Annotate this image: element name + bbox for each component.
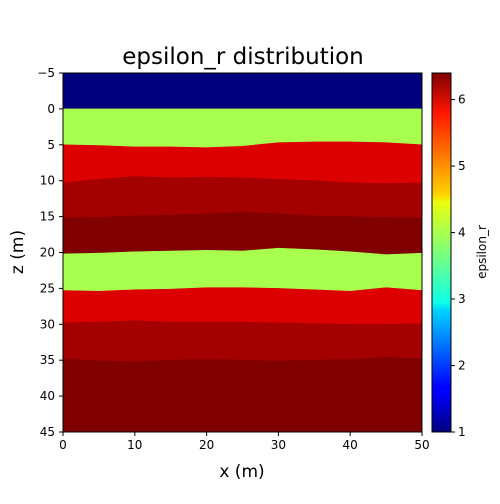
- layer-band-9: [63, 357, 422, 432]
- y-tick-label: 10: [40, 174, 55, 188]
- y-axis-ticks: −5 0 5 10 15 20 25 30 35 40 45: [37, 66, 63, 439]
- colorbar: [432, 73, 451, 432]
- colorbar-tick-label: 4: [458, 226, 466, 240]
- layer-band-3: [63, 142, 422, 184]
- y-tick-label: 20: [40, 246, 55, 260]
- colorbar-ticks: 1 2 3 4 5 6: [451, 93, 466, 439]
- colorbar-tick-label: 2: [458, 359, 466, 373]
- layer-band-6: [63, 248, 422, 291]
- y-tick-label: 5: [47, 138, 55, 152]
- x-tick-label: 20: [199, 438, 214, 452]
- colorbar-label: epsilon_r: [475, 225, 489, 279]
- colorbar-tick-label: 5: [458, 159, 466, 173]
- x-tick-label: 50: [414, 438, 429, 452]
- y-tick-label: 0: [47, 102, 55, 116]
- x-axis-ticks: 0 10 20 30 40 50: [59, 432, 429, 452]
- x-tick-label: 30: [271, 438, 286, 452]
- colorbar-tick-label: 3: [458, 292, 466, 306]
- layer-band-5: [63, 212, 422, 254]
- y-tick-label: 30: [40, 317, 55, 331]
- chart-title: epsilon_r distribution: [122, 44, 364, 70]
- y-tick-label: −5: [37, 66, 55, 80]
- x-tick-label: 0: [59, 438, 67, 452]
- plot-area: [63, 73, 422, 432]
- y-tick-label: 45: [40, 425, 55, 439]
- x-tick-label: 40: [343, 438, 358, 452]
- x-axis-label: x (m): [219, 462, 264, 482]
- y-tick-label: 40: [40, 389, 55, 403]
- layer-band-2: [63, 109, 422, 148]
- y-tick-label: 25: [40, 281, 55, 295]
- y-tick-label: 15: [40, 210, 55, 224]
- y-tick-label: 35: [40, 353, 55, 367]
- colorbar-tick-label: 1: [458, 425, 466, 439]
- x-tick-label: 10: [127, 438, 142, 452]
- colorbar-tick-label: 6: [458, 93, 466, 107]
- layer-band-8: [63, 321, 422, 362]
- layer-band-7: [63, 288, 422, 325]
- layer-band-1: [63, 73, 422, 109]
- y-axis-label: z (m): [8, 230, 28, 274]
